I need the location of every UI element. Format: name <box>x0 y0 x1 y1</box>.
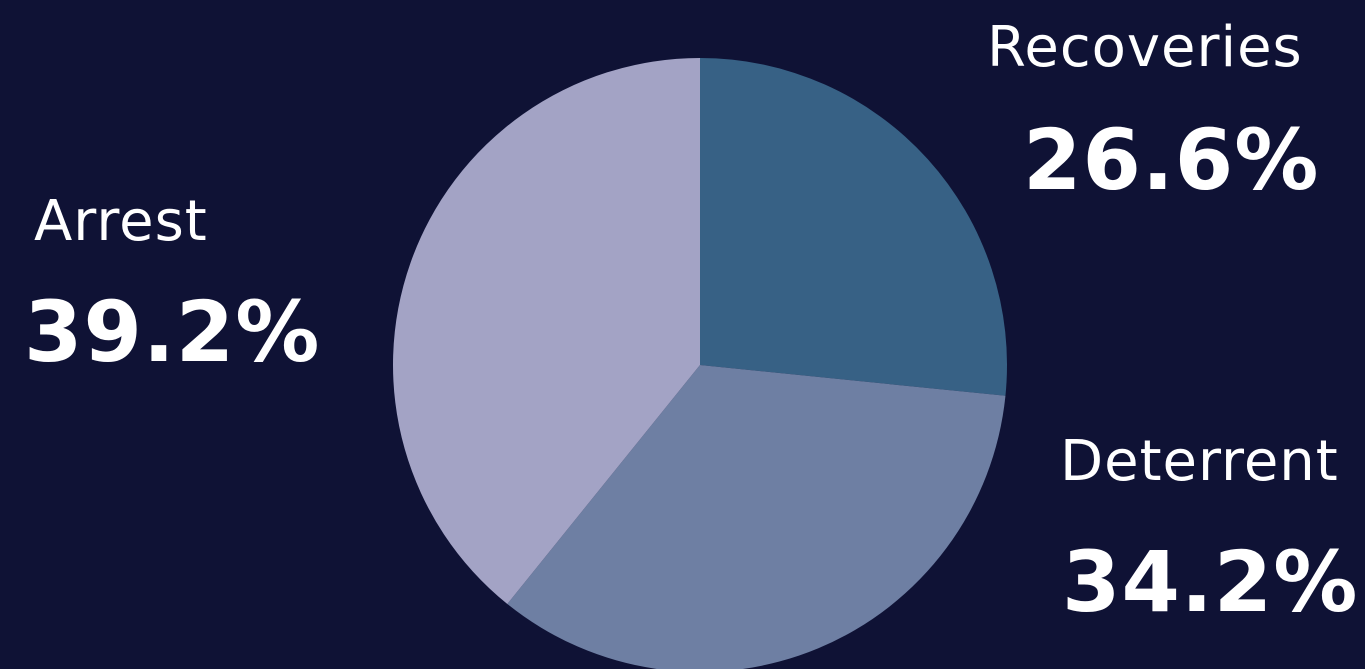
slice-value-arrest: 39.2% <box>24 283 321 381</box>
slice-label-arrest: Arrest <box>34 189 208 254</box>
slice-label-recoveries: Recoveries <box>987 15 1303 80</box>
slice-value-deterrent: 34.2% <box>1062 533 1359 631</box>
slice-label-deterrent: Deterrent <box>1060 429 1339 494</box>
pie-slice-arrest <box>392 58 700 604</box>
pie-slice-deterrent <box>507 365 1006 669</box>
pie-slice-recoveries <box>700 58 1007 396</box>
slice-value-recoveries: 26.6% <box>1023 111 1320 209</box>
